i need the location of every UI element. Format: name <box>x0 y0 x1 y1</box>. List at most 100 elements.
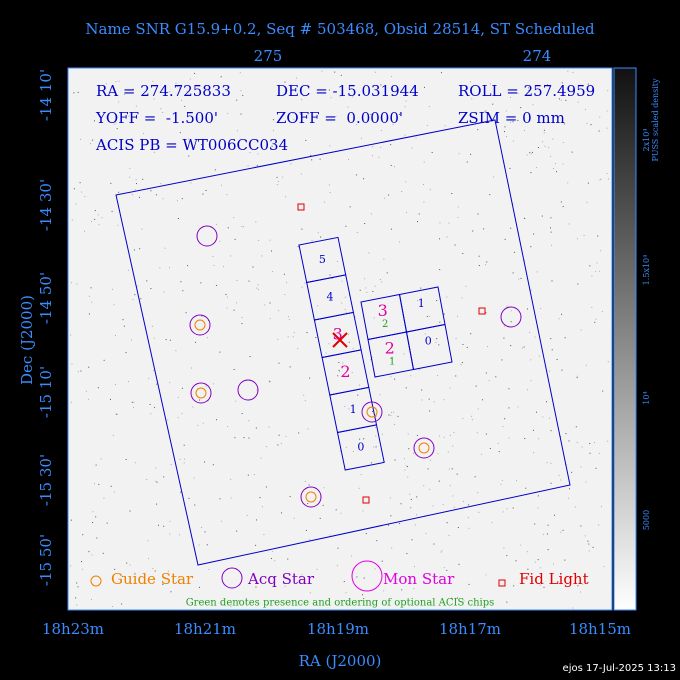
star-dot <box>255 586 257 588</box>
star-dot <box>416 434 418 436</box>
star-dot <box>485 372 487 374</box>
star-dot <box>285 435 287 437</box>
star-dot <box>390 515 392 517</box>
star-dot <box>328 184 330 186</box>
star-dot <box>252 266 254 268</box>
star-dot <box>97 214 99 216</box>
star-dot <box>586 122 588 124</box>
star-dot <box>167 419 169 421</box>
star-dot <box>128 381 130 383</box>
star-dot <box>329 191 331 193</box>
guide-star <box>305 491 317 503</box>
top-tick: 275 <box>254 47 283 65</box>
star-dot <box>520 277 522 279</box>
star-dot <box>530 246 532 248</box>
star-dot <box>390 415 392 417</box>
star-dot <box>456 473 458 475</box>
star-dot <box>510 310 512 312</box>
star-dot <box>159 267 161 269</box>
star-dot <box>400 503 402 505</box>
star-dot <box>131 138 133 140</box>
star-dot <box>391 358 393 360</box>
star-dot <box>471 98 473 100</box>
star-field <box>70 70 610 609</box>
star-dot <box>240 113 242 115</box>
star-dot <box>558 98 560 100</box>
star-dot <box>334 71 336 73</box>
star-dot <box>536 271 538 273</box>
star-dot <box>562 142 564 144</box>
star-dot <box>591 275 593 277</box>
star-dot <box>599 116 601 118</box>
star-dot <box>503 325 505 327</box>
star-dot <box>187 265 189 267</box>
star-dot <box>300 113 302 115</box>
star-dot <box>304 480 306 482</box>
star-dot <box>115 413 117 415</box>
chip-label: 0 <box>425 334 432 347</box>
star-dot <box>520 107 522 109</box>
star-dot <box>192 406 194 408</box>
star-dot <box>226 194 228 196</box>
star-dot <box>504 418 506 420</box>
star-dot <box>470 333 472 335</box>
star-dot <box>394 424 396 426</box>
star-dot <box>153 98 155 100</box>
star-dot <box>598 452 600 454</box>
star-dot <box>478 511 480 513</box>
info: ZOFF = 0.0000' <box>276 109 403 127</box>
star-dot <box>193 477 195 479</box>
star-dot <box>598 130 600 132</box>
star-dot <box>75 203 77 205</box>
star-dot <box>360 474 362 476</box>
star-dot <box>404 469 406 471</box>
star-dot <box>375 435 377 437</box>
star-dot <box>260 457 262 459</box>
acq-star <box>237 379 259 401</box>
star-dot <box>335 509 337 511</box>
star-dot <box>591 306 593 308</box>
star-dot <box>183 458 185 460</box>
star-dot <box>577 283 579 285</box>
star-dot <box>163 525 165 527</box>
star-dot <box>534 561 536 563</box>
star-dot <box>271 250 273 252</box>
star-dot <box>241 317 243 319</box>
star-dot <box>181 413 183 415</box>
star-dot <box>354 316 356 318</box>
star-dot <box>593 441 595 443</box>
star-dot <box>587 83 589 85</box>
star-dot <box>571 471 573 473</box>
star-dot <box>446 569 448 571</box>
star-dot <box>561 82 563 84</box>
star-dot <box>236 99 238 101</box>
star-dot <box>446 236 448 238</box>
star-dot <box>319 517 321 519</box>
star-dot <box>88 551 90 553</box>
star-dot <box>512 203 514 205</box>
star-dot <box>394 378 396 380</box>
star-dot <box>176 200 178 202</box>
star-dot <box>392 123 394 125</box>
star-dot <box>449 485 451 487</box>
star-dot <box>100 458 102 460</box>
star-dot <box>348 408 350 410</box>
star-dot <box>533 233 535 235</box>
star-dot <box>586 201 588 203</box>
star-dot <box>547 524 549 526</box>
star-dot <box>471 415 473 417</box>
star-dot <box>233 217 235 219</box>
star-dot <box>249 152 251 154</box>
star-dot <box>301 574 303 576</box>
star-dot <box>219 498 221 500</box>
footer: ejos 17-Jul-2025 13:13 <box>563 663 676 674</box>
star-dot <box>488 380 490 382</box>
star-dot <box>133 249 135 251</box>
star-dot <box>585 481 587 483</box>
star-dot <box>204 531 206 533</box>
star-dot <box>589 452 591 454</box>
star-dot <box>568 440 570 442</box>
star-dot <box>477 213 479 215</box>
star-dot <box>380 146 382 148</box>
star-dot <box>247 474 249 476</box>
